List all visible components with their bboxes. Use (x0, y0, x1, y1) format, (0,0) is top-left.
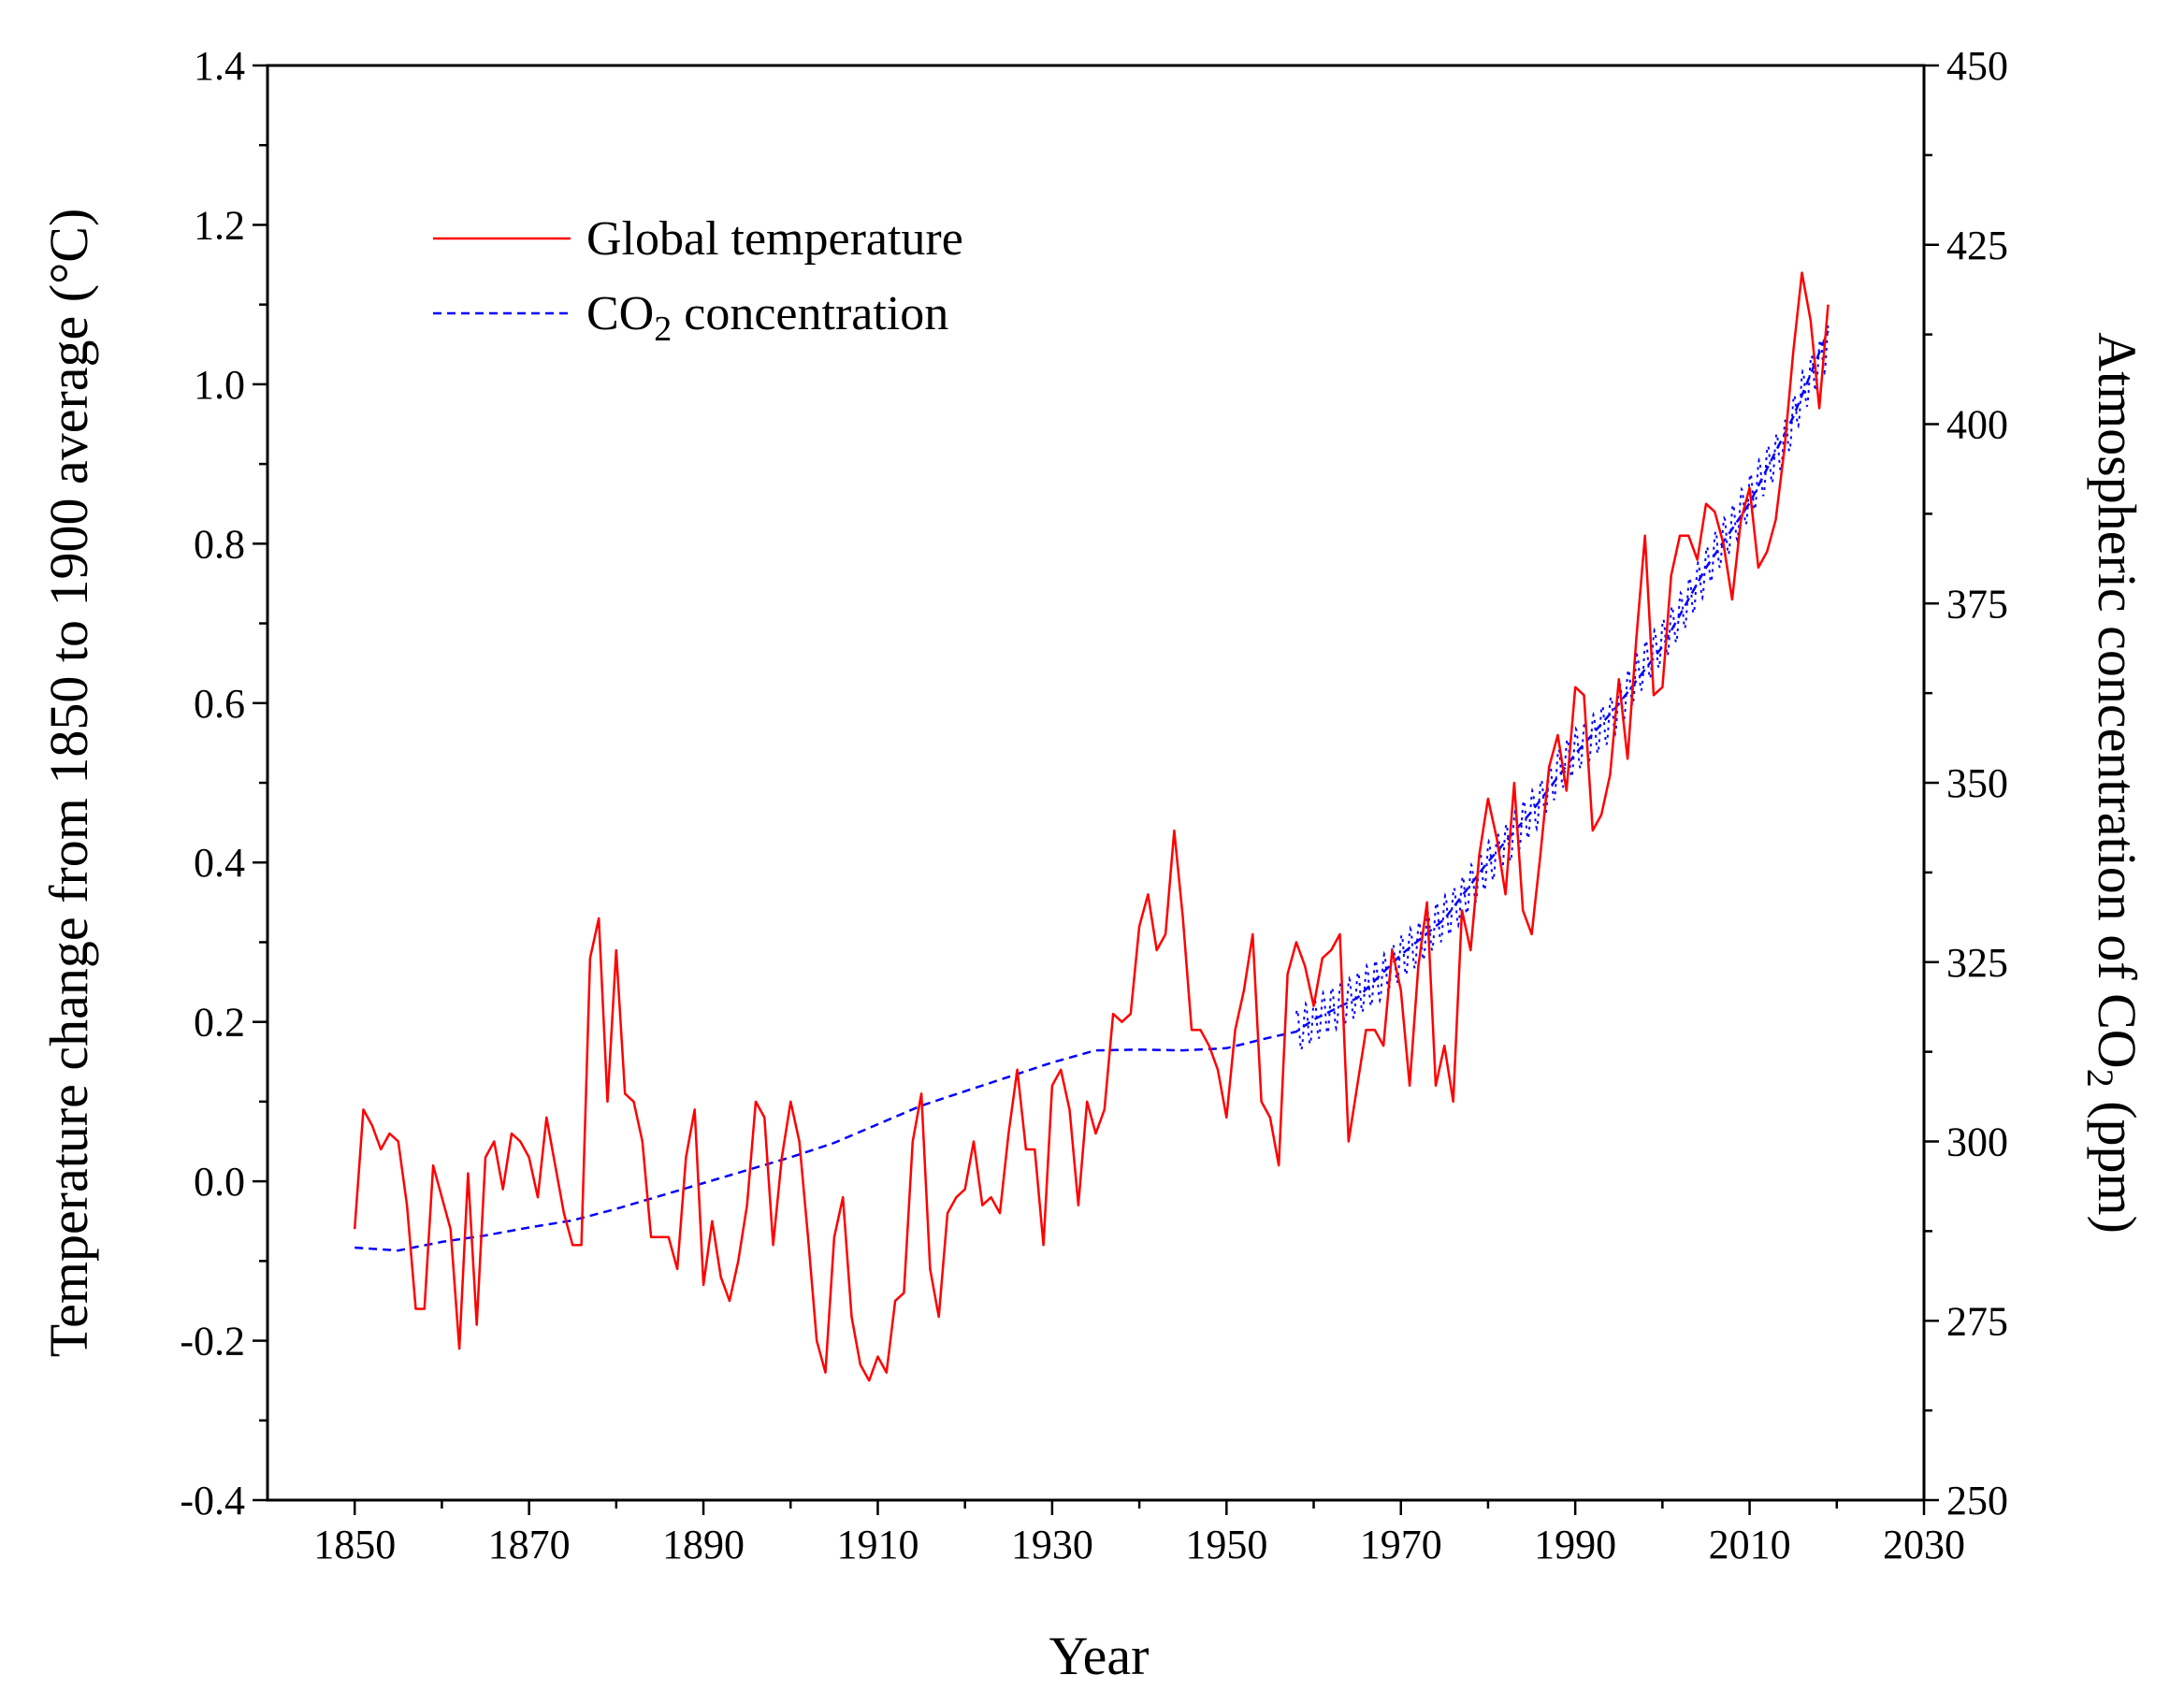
x-tick-label: 1910 (836, 1522, 918, 1567)
legend-label-co2: CO2 concentration (586, 287, 948, 349)
y-right-tick-label: 275 (1946, 1298, 2008, 1344)
x-tick-label: 1870 (488, 1522, 571, 1567)
y-left-tick-label: 0.4 (194, 840, 245, 886)
y-right-tick-label: 400 (1946, 402, 2008, 448)
y-right-tick-label: 325 (1946, 940, 2008, 986)
y-left-tick-label: -0.4 (180, 1478, 245, 1523)
y-right-axis-title: Atmospheric concentration of CO2 (ppm) (2079, 332, 2148, 1234)
legend-label-co2-rest: concentration (672, 287, 948, 340)
y-left-tick-label: -0.2 (180, 1319, 245, 1365)
y-left-tick-label: 0.6 (194, 681, 245, 727)
x-tick-label: 1930 (1011, 1522, 1093, 1567)
x-tick-label: 1890 (662, 1522, 745, 1567)
legend-label-temperature: Global temperature (586, 212, 963, 266)
y-right-tick-label: 350 (1946, 760, 2008, 806)
x-tick-label: 1990 (1534, 1522, 1616, 1567)
y-right-axis-title-unit: (ppm) (2087, 1088, 2148, 1234)
x-tick-label: 1850 (313, 1522, 396, 1567)
y-left-tick-label: 1.0 (194, 362, 245, 408)
y-left-axis-title: Temperature change from 1850 to 1900 ave… (38, 209, 99, 1358)
y-right-axis-title-main: Atmospheric concentration of CO (2087, 332, 2148, 1069)
x-tick-label: 2030 (1883, 1522, 1965, 1567)
y-left-tick-label: 0.8 (194, 521, 245, 567)
y-left-tick-label: 1.4 (194, 43, 245, 89)
y-right-tick-label: 250 (1946, 1478, 2008, 1523)
x-tick-label: 1970 (1360, 1522, 1442, 1567)
x-tick-label: 1950 (1185, 1522, 1267, 1567)
legend-label-co2-sub: 2 (654, 310, 672, 349)
y-right-axis-title-sub: 2 (2079, 1069, 2121, 1088)
y-left-tick-label: 0.0 (194, 1159, 245, 1205)
x-tick-label: 2010 (1709, 1522, 1791, 1567)
y-right-tick-label: 300 (1946, 1119, 2008, 1165)
x-axis-title: Year (1049, 1625, 1150, 1686)
legend-label-co2-main: CO (586, 287, 654, 340)
y-right-tick-label: 375 (1946, 581, 2008, 627)
y-right-tick-label: 450 (1946, 43, 2008, 89)
y-left-tick-label: 1.2 (194, 202, 245, 248)
y-right-tick-label: 425 (1946, 223, 2008, 268)
y-left-tick-label: 0.2 (194, 1000, 245, 1046)
